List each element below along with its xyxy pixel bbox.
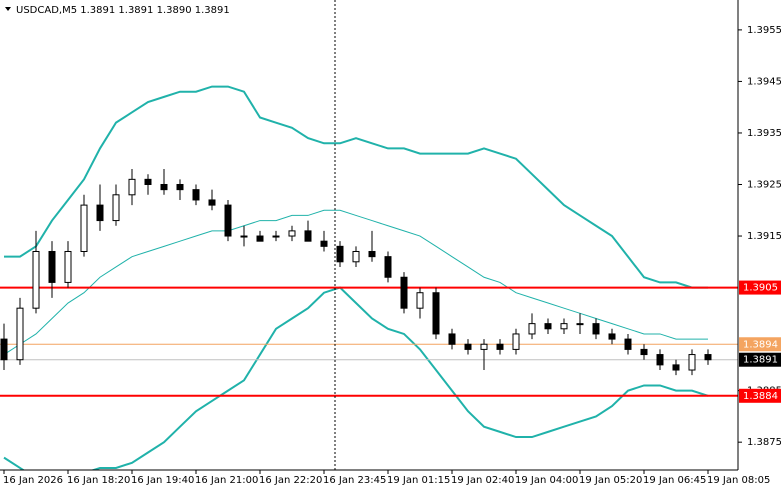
x-tick-label: 19 Jan 08:05 <box>707 475 770 486</box>
y-tick-label: 1.3945 <box>747 76 781 87</box>
level-label: 1.3884 <box>743 391 778 402</box>
x-tick-label: 19 Jan 04:00 <box>515 475 578 486</box>
candle-body <box>128 178 136 196</box>
x-tick-label: 16 Jan 22:20 <box>259 475 322 486</box>
candle-body <box>112 194 120 222</box>
bid-box <box>739 352 781 367</box>
x-tick-label: 16 Jan 21:00 <box>195 475 258 486</box>
candle-body <box>432 292 440 335</box>
candle-body <box>352 250 360 263</box>
x-tick-label: 16 Jan 19:40 <box>131 475 194 486</box>
candle-body <box>416 292 424 309</box>
candle-body <box>288 230 296 237</box>
candle-body <box>496 343 504 350</box>
candle-body <box>400 276 408 309</box>
candle-body <box>640 348 648 356</box>
candle-body <box>160 183 168 191</box>
candle-body <box>48 250 56 283</box>
candle-body <box>224 204 232 237</box>
level-label: 1.3894 <box>743 339 778 350</box>
x-tick-label: 19 Jan 05:20 <box>579 475 642 486</box>
candle-body <box>560 323 568 330</box>
candle-body <box>96 204 104 222</box>
level-box <box>739 388 781 403</box>
candle-body <box>656 354 664 366</box>
bollinger-band <box>3 209 708 355</box>
candle-body <box>272 235 280 238</box>
candle-body <box>544 323 552 330</box>
bollinger-band <box>3 286 709 470</box>
x-tick-label: 16 Jan 18:20 <box>67 475 130 486</box>
level-box <box>739 280 781 295</box>
candle-body <box>480 343 488 350</box>
x-tick-label: 16 Jan 2026 <box>3 475 63 486</box>
candle-body <box>32 250 40 309</box>
x-tick-label: 19 Jan 01:15 <box>387 475 450 486</box>
candle-body <box>512 333 520 350</box>
candle-body <box>592 323 600 335</box>
candle-body <box>320 240 328 247</box>
bollinger-band <box>4 85 708 289</box>
candle-body <box>368 250 376 258</box>
candle-body <box>192 189 200 201</box>
x-tick-label: 19 Jan 02:40 <box>451 475 514 486</box>
candle-body <box>672 364 680 371</box>
candle-body <box>240 235 248 238</box>
candle-body <box>336 245 344 263</box>
candle-body <box>80 204 88 252</box>
menu-icon <box>5 7 11 11</box>
candle-body <box>144 178 152 185</box>
candle-body <box>208 199 216 206</box>
candle-body <box>704 354 712 361</box>
candle-body <box>688 354 696 371</box>
candle-body <box>16 307 24 361</box>
candle-body <box>448 333 456 345</box>
chart-title: USDCAD,M5 1.3891 1.3891 1.3890 1.3891 <box>16 5 230 16</box>
y-tick-label: 1.3955 <box>747 25 781 36</box>
y-tick-label: 1.3875 <box>747 437 781 448</box>
candle-body <box>576 323 584 326</box>
candle-body <box>384 256 392 278</box>
candle-body <box>176 183 184 191</box>
candle-body <box>64 250 72 283</box>
candle-body <box>256 235 264 242</box>
level-label: 1.3905 <box>743 283 778 294</box>
y-tick-label: 1.3915 <box>747 231 781 242</box>
candle-body <box>528 323 536 335</box>
candle-body <box>608 333 616 340</box>
candle-body <box>304 230 312 242</box>
bid-label: 1.3891 <box>743 355 778 366</box>
y-tick-label: 1.3935 <box>747 128 781 139</box>
x-tick-label: 19 Jan 06:45 <box>643 475 706 486</box>
candle-body <box>624 338 632 350</box>
candle-body <box>0 338 8 361</box>
level-box <box>739 337 781 352</box>
plot-area <box>0 85 738 470</box>
x-tick-label: 16 Jan 23:45 <box>323 475 386 486</box>
candle-body <box>464 343 472 350</box>
y-tick-label: 1.3925 <box>747 179 781 190</box>
